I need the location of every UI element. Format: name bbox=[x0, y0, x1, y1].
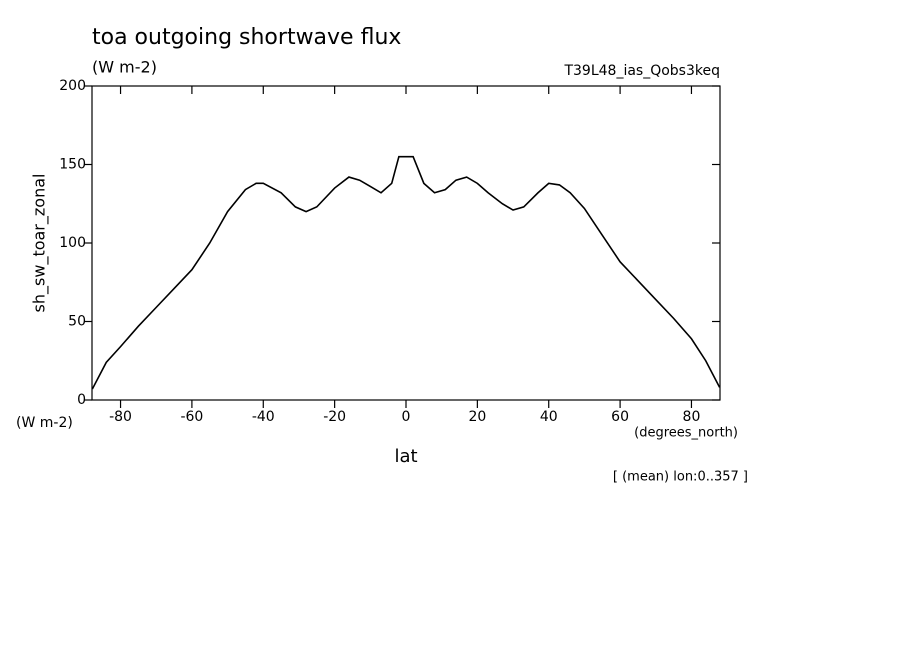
x-tick-label: 80 bbox=[683, 409, 701, 425]
y-axis-label: sh_sw_toar_zonal bbox=[30, 174, 50, 313]
x-units: (degrees_north) bbox=[634, 426, 738, 441]
x-tick-label: 40 bbox=[540, 409, 558, 425]
plot-frame bbox=[91, 85, 721, 401]
x-tick-label: 0 bbox=[402, 409, 411, 425]
x-tick-label: -80 bbox=[109, 409, 132, 425]
x-tick-label: -40 bbox=[252, 409, 275, 425]
y-tick-label: 0 bbox=[77, 392, 86, 408]
x-tick-label: -60 bbox=[180, 409, 203, 425]
y-tick-label: 50 bbox=[68, 314, 86, 330]
y-tick-label: 100 bbox=[59, 235, 86, 251]
x-tick-label: -20 bbox=[323, 409, 346, 425]
annotation: [ (mean) lon:0..357 ] bbox=[613, 470, 748, 485]
data-line bbox=[91, 155, 721, 390]
x-tick-label: 60 bbox=[611, 409, 629, 425]
y-tick-label: 150 bbox=[59, 157, 86, 173]
x-axis-label: lat bbox=[394, 446, 417, 467]
subtitle: (W m-2) bbox=[92, 58, 157, 77]
y-tick-label: 200 bbox=[59, 78, 86, 94]
y-units: (W m-2) bbox=[16, 415, 73, 431]
dataset-label: T39L48_ias_Qobs3keq bbox=[563, 63, 720, 79]
chart-title: toa outgoing shortwave flux bbox=[92, 25, 401, 50]
x-tick-label: 20 bbox=[468, 409, 486, 425]
